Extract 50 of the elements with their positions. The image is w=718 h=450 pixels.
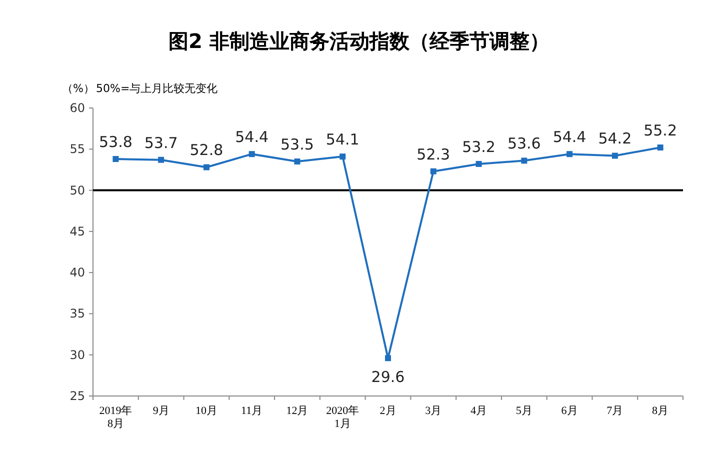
data-label: 54.1 bbox=[326, 130, 360, 149]
y-tick-label: 45 bbox=[70, 224, 85, 238]
x-tick-label: 2020年 1月 bbox=[326, 405, 360, 430]
x-tick-label: 2019年 8月 bbox=[99, 405, 132, 430]
point bbox=[566, 151, 573, 158]
x-tick-label: 12月 bbox=[286, 405, 308, 417]
data-label: 53.6 bbox=[507, 134, 541, 153]
data-label: 52.3 bbox=[416, 145, 450, 164]
data-label: 54.4 bbox=[235, 128, 269, 146]
data-label: 54.2 bbox=[598, 130, 632, 148]
point bbox=[158, 156, 164, 163]
y-tick-label: 35 bbox=[70, 306, 85, 321]
point bbox=[430, 168, 436, 174]
point bbox=[340, 154, 346, 160]
point bbox=[294, 158, 300, 164]
data-label: 53.2 bbox=[462, 138, 496, 156]
x-tick-label: 8月 bbox=[652, 405, 669, 417]
data-label: 52.8 bbox=[190, 141, 224, 160]
point bbox=[521, 158, 528, 164]
data-label: 53.7 bbox=[144, 134, 178, 152]
y-tick-label: 25 bbox=[70, 389, 85, 403]
y-tick-label: 55 bbox=[70, 142, 85, 156]
chart-title: 图2 非制造业商务活动指数（经季节调整） bbox=[168, 29, 550, 53]
data-label: 29.6 bbox=[371, 368, 405, 386]
x-tick-label: 11月 bbox=[241, 405, 263, 417]
data-label: 54.4 bbox=[552, 128, 586, 146]
data-label: 55.2 bbox=[644, 121, 678, 140]
x-tick-label: 4月 bbox=[470, 405, 488, 417]
x-tick-label: 6月 bbox=[561, 405, 578, 417]
y-axis-title: （%） bbox=[62, 82, 94, 95]
x-tick-label: 7月 bbox=[606, 405, 624, 417]
point bbox=[248, 151, 255, 158]
point bbox=[657, 144, 664, 150]
x-tick-label: 2月 bbox=[380, 405, 396, 417]
y-tick-label: 30 bbox=[70, 348, 85, 362]
y-tick-label: 50 bbox=[70, 183, 85, 198]
data-label: 53.8 bbox=[98, 133, 132, 152]
y-tick-label: 40 bbox=[70, 266, 85, 280]
x-tick-label: 3月 bbox=[425, 405, 442, 417]
x-tick-label: 5月 bbox=[516, 405, 532, 417]
y-tick-label: 60 bbox=[70, 101, 85, 115]
x-tick-label: 10月 bbox=[195, 405, 218, 417]
text: 50%=与上月比较无变化 bbox=[96, 82, 218, 95]
point bbox=[112, 156, 119, 162]
point bbox=[612, 152, 618, 159]
point bbox=[385, 355, 391, 362]
point bbox=[476, 160, 482, 167]
x-tick-label: 9月 bbox=[152, 405, 170, 417]
data-label: 53.5 bbox=[280, 135, 314, 154]
point bbox=[203, 164, 210, 170]
